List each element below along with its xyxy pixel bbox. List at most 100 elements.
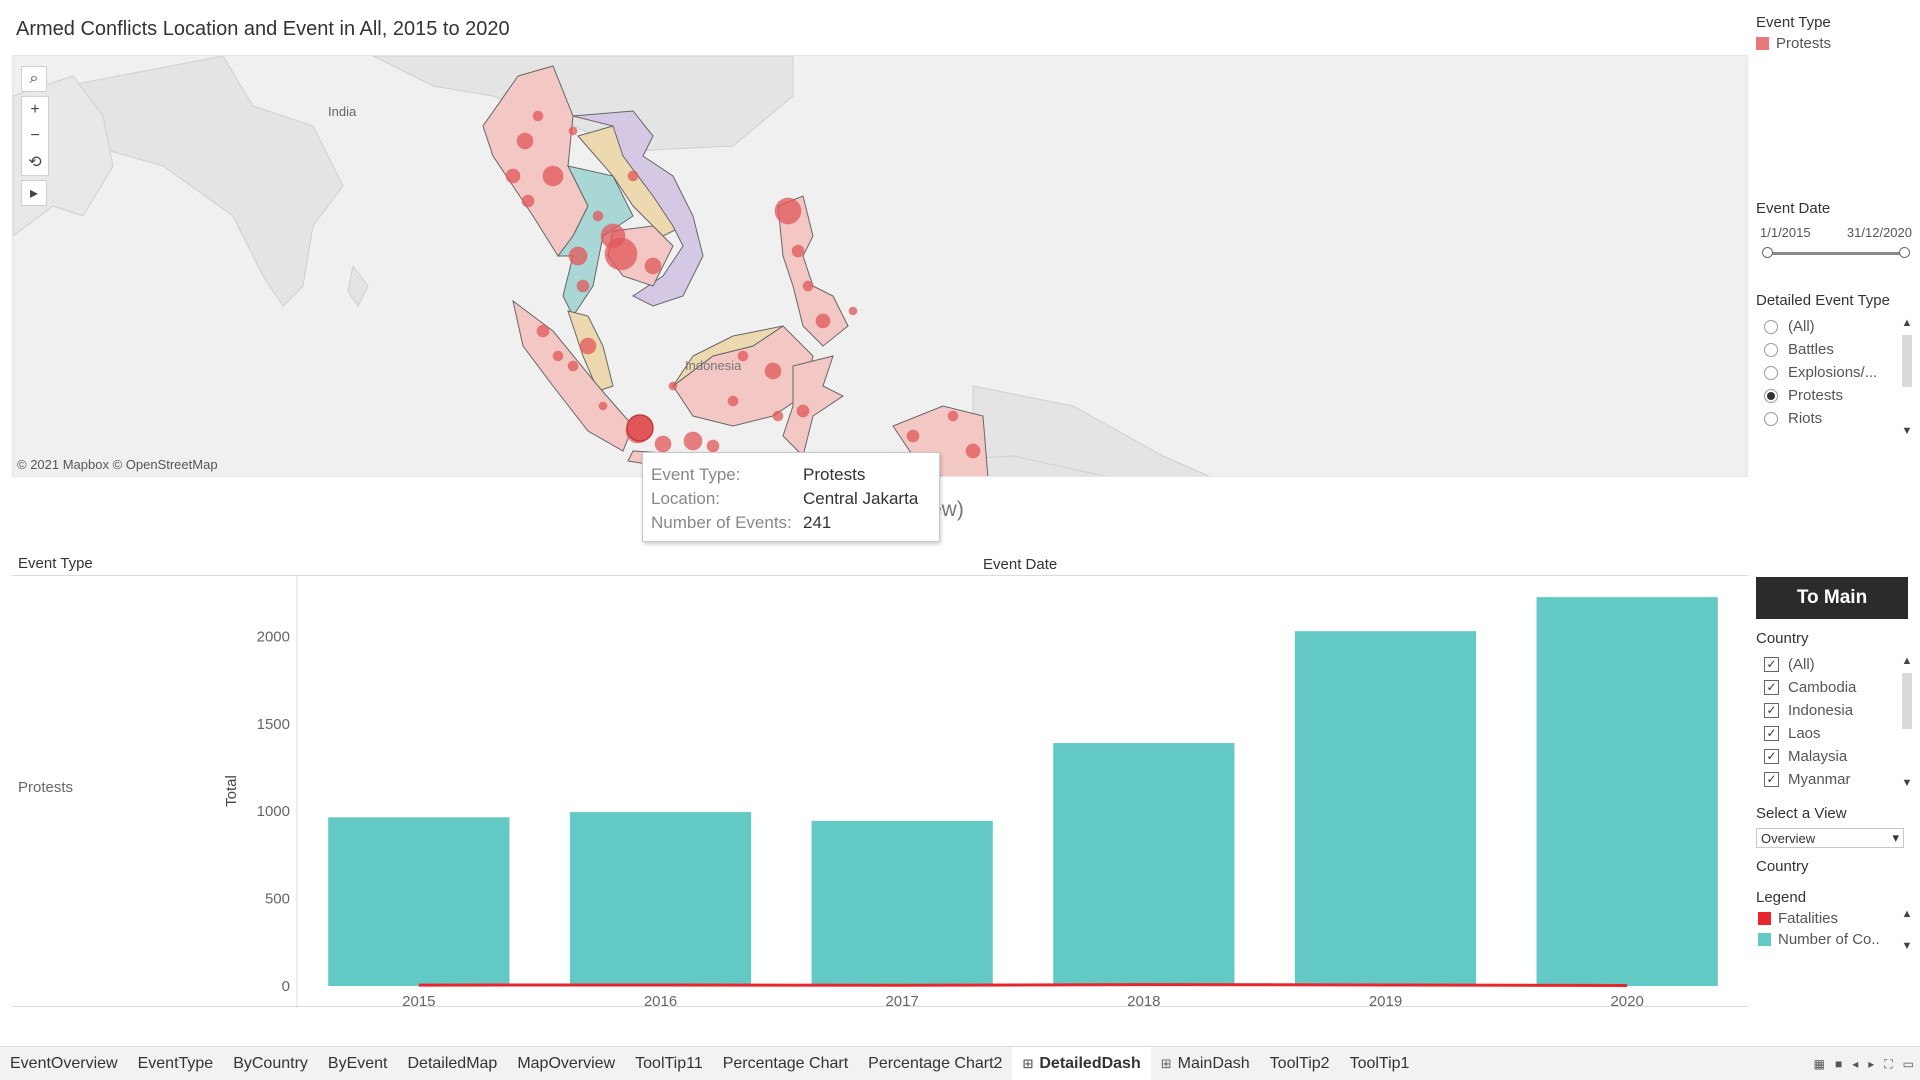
tooltip-value: Protests xyxy=(803,465,866,484)
expand-toolbar-button[interactable]: ▸ xyxy=(21,180,47,206)
checkbox-myanmar[interactable]: ✓ Myanmar xyxy=(1756,768,1916,791)
radio-option-protests[interactable]: Protests xyxy=(1756,384,1916,407)
map-search-button[interactable]: ⌕ xyxy=(21,66,47,92)
reset-map-button[interactable]: ⟲ xyxy=(22,149,48,175)
legend-panel: Legend Fatalities Number of Co.. ▲ ▼ xyxy=(1756,889,1916,952)
option-label: Protests xyxy=(1788,387,1844,404)
bar-2015[interactable] xyxy=(328,817,510,986)
film-strip-icon[interactable]: ■ xyxy=(1834,1057,1843,1071)
tab-label: ToolTip2 xyxy=(1269,1054,1330,1072)
radio-option-riots[interactable]: Riots xyxy=(1756,407,1916,430)
tab-mapoverview[interactable]: MapOverview xyxy=(507,1047,625,1080)
country-parameter-title: Country xyxy=(1756,858,1809,875)
tab-percentage-chart[interactable]: Percentage Chart xyxy=(713,1047,858,1080)
legend-item-protests[interactable]: Protests xyxy=(1756,33,1916,54)
reset-icon: ⟲ xyxy=(28,154,42,171)
checkbox-cambodia[interactable]: ✓ Cambodia xyxy=(1756,676,1916,699)
bar-2016[interactable] xyxy=(569,812,752,986)
tab-percentage-chart2[interactable]: Percentage Chart2 xyxy=(858,1047,1012,1080)
check-icon: ✓ xyxy=(1764,772,1779,787)
borneo-north-region xyxy=(672,325,784,387)
bar-2019[interactable] xyxy=(1294,631,1477,986)
option-label: Explosions/... xyxy=(1788,364,1878,381)
tab-byevent[interactable]: ByEvent xyxy=(318,1047,398,1080)
tab-label: Percentage Chart xyxy=(722,1054,849,1072)
legend-item-number-of-conflicts[interactable]: Number of Co.. xyxy=(1756,929,1916,950)
tab-eventoverview[interactable]: EventOverview xyxy=(0,1047,128,1080)
slider-end-handle[interactable] xyxy=(1899,247,1910,258)
next-sheet-icon[interactable]: ▸ xyxy=(1868,1057,1875,1071)
tab-detaileddash[interactable]: ⊞ DetailedDash xyxy=(1012,1046,1151,1080)
present-icon[interactable]: ▭ xyxy=(1902,1057,1914,1071)
search-icon: ⌕ xyxy=(29,70,39,87)
tab-label: EventType xyxy=(137,1054,214,1072)
prev-sheet-icon[interactable]: ◂ xyxy=(1852,1057,1859,1071)
bar-2018[interactable] xyxy=(1053,743,1235,986)
tab-controls: ▦ ■ ◂ ▸ ⛶ ▭ xyxy=(1814,1047,1914,1080)
swatch-icon xyxy=(1756,37,1769,50)
checkbox-indonesia[interactable]: ✓ Indonesia xyxy=(1756,699,1916,722)
x-tick-label: 2020 xyxy=(1610,993,1643,1008)
checkbox-laos[interactable]: ✓ Laos xyxy=(1756,722,1916,745)
option-label: (All) xyxy=(1788,318,1815,335)
chevron-down-icon: ▾ xyxy=(1892,830,1899,845)
check-icon: ✓ xyxy=(1764,680,1779,695)
tab-eventtype[interactable]: EventType xyxy=(128,1047,224,1080)
map-canvas[interactable]: India Indonesia xyxy=(13,56,1748,477)
checkbox-all[interactable]: ✓ (All) xyxy=(1756,653,1916,676)
radio-option-all[interactable]: (All) xyxy=(1756,315,1916,338)
country-list: ✓ (All) ✓ Cambodia ✓ Indonesia ✓ Laos ✓ Malay… xyxy=(1756,653,1916,791)
map-view[interactable]: India Indonesia ⌕ + − ⟲ ▸ © 2021 Mapbox … xyxy=(12,55,1748,477)
swatch-icon xyxy=(1758,912,1771,925)
option-label: (All) xyxy=(1788,656,1815,673)
scroll-thumb[interactable] xyxy=(1902,335,1912,387)
bar-2020[interactable] xyxy=(1536,597,1718,986)
checkbox-malaysia[interactable]: ✓ Malaysia xyxy=(1756,745,1916,768)
scroll-up-icon[interactable]: ▲ xyxy=(1901,908,1913,920)
bar-chart[interactable]: Protests Total 0 500 1000 1500 2000 2015 2016… xyxy=(12,576,1748,1008)
check-icon: ✓ xyxy=(1764,726,1779,741)
swatch-icon xyxy=(1758,933,1771,946)
select-view-dropdown[interactable]: Overview ▾ xyxy=(1756,828,1904,848)
option-label: Cambodia xyxy=(1788,679,1857,696)
radio-option-battles[interactable]: Battles xyxy=(1756,338,1916,361)
legend-scrollbar[interactable]: ▲ ▼ xyxy=(1898,908,1916,952)
map-label-india: India xyxy=(328,104,357,119)
map-attribution[interactable]: © 2021 Mapbox © OpenStreetMap xyxy=(17,457,218,472)
list-scrollbar[interactable]: ▲ ▼ xyxy=(1898,315,1916,439)
radio-icon xyxy=(1764,411,1778,426)
list-scrollbar[interactable]: ▲ ▼ xyxy=(1898,653,1916,791)
date-start: 1/1/2015 xyxy=(1760,225,1811,240)
radio-option-explosions[interactable]: Explosions/... xyxy=(1756,361,1916,384)
x-axis-ticks: 2015 2016 2017 2018 2019 2020 xyxy=(402,993,1644,1008)
row-label-protests: Protests xyxy=(18,779,73,796)
legend-item-fatalities[interactable]: Fatalities xyxy=(1756,908,1916,929)
dashboard-title: Armed Conflicts Location and Event in Al… xyxy=(16,18,510,40)
column-header-event-date: Event Date xyxy=(983,556,1058,573)
sheet-sorter-icon[interactable]: ▦ xyxy=(1813,1057,1825,1071)
zoom-out-button[interactable]: − xyxy=(22,123,48,149)
bar-2017[interactable] xyxy=(811,820,993,986)
zoom-in-button[interactable]: + xyxy=(22,97,48,123)
scroll-down-icon[interactable]: ▼ xyxy=(1901,425,1913,437)
tab-maindash[interactable]: ⊞ MainDash xyxy=(1151,1047,1260,1080)
tab-tooltip1[interactable]: ToolTip1 xyxy=(1340,1047,1420,1080)
tab-detailedmap[interactable]: DetailedMap xyxy=(398,1047,508,1080)
event-date-filter: Event Date 1/1/2015 31/12/2020 xyxy=(1756,200,1916,260)
date-range-slider[interactable] xyxy=(1762,246,1910,260)
tab-label: DetailedMap xyxy=(407,1054,498,1072)
scroll-down-icon[interactable]: ▼ xyxy=(1901,777,1913,789)
scroll-thumb[interactable] xyxy=(1902,673,1912,729)
scroll-up-icon[interactable]: ▲ xyxy=(1901,317,1913,329)
to-main-button[interactable]: To Main xyxy=(1756,577,1908,619)
scroll-up-icon[interactable]: ▲ xyxy=(1901,655,1913,667)
date-end: 31/12/2020 xyxy=(1846,225,1912,240)
scroll-down-icon[interactable]: ▼ xyxy=(1901,940,1913,952)
tab-tooltip2[interactable]: ToolTip2 xyxy=(1260,1047,1340,1080)
bars xyxy=(328,597,1718,986)
tab-bycountry[interactable]: ByCountry xyxy=(223,1047,318,1080)
tab-tooltip11[interactable]: ToolTip11 xyxy=(625,1047,713,1080)
fullscreen-icon[interactable]: ⛶ xyxy=(1884,1056,1893,1071)
tab-label: ByCountry xyxy=(233,1054,308,1072)
slider-start-handle[interactable] xyxy=(1762,247,1773,258)
